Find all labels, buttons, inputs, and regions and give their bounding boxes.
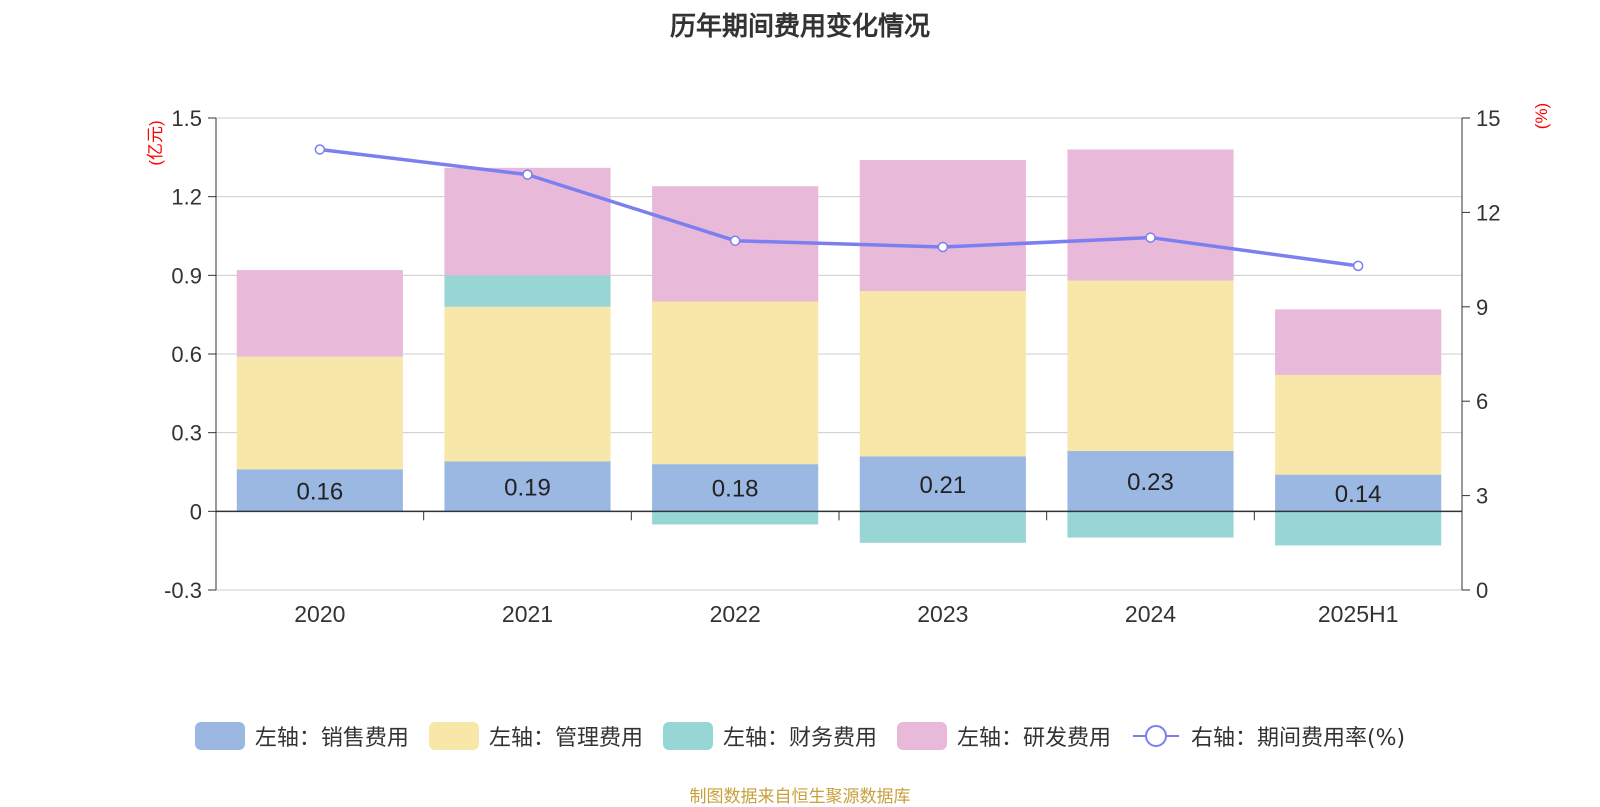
bar-segment <box>1067 451 1234 512</box>
bar-data-label: 0.14 <box>1335 481 1382 508</box>
source-note: 制图数据来自恒生聚源数据库 <box>689 787 911 807</box>
legend-label-finance: 左轴：财务费用 <box>722 726 877 751</box>
bar-segment <box>1275 474 1442 512</box>
category-label: 2022 <box>710 601 761 627</box>
bar-segment <box>444 167 611 276</box>
legend-swatch-admin <box>428 722 479 750</box>
left-axis-tick-label: 1.5 <box>171 106 202 131</box>
bar-segment <box>444 306 611 462</box>
right-axis-tick-label: 3 <box>1476 484 1488 509</box>
legend-label-sales: 左轴：销售费用 <box>254 726 409 751</box>
left-axis-tick-label: 0.3 <box>171 421 202 446</box>
bar-segment <box>1275 374 1442 475</box>
bar-segment <box>652 464 819 512</box>
category-label: 2024 <box>1125 601 1176 627</box>
rate-point <box>729 235 741 246</box>
category-label: 2025H1 <box>1318 601 1399 627</box>
right-axis-tick-label: 0 <box>1476 578 1488 603</box>
bar-segment <box>859 291 1026 457</box>
bar-segment <box>1067 280 1234 452</box>
bar-segment <box>652 511 819 525</box>
axes: -0.3 0 0.3 0.6 0.9 1.2 1.5 0 3 6 9 12 15 2020 2021 2022… <box>164 106 1500 627</box>
legend-swatch-finance <box>662 722 713 750</box>
legend-item-sales[interactable]: 左轴：销售费用 <box>194 720 409 752</box>
legend-item-rnd[interactable]: 左轴：研发费用 <box>896 720 1111 752</box>
legend: 左轴：销售费用 左轴：管理费用 左轴：财务费用 左轴：研发费用 右轴：期间费用率… <box>0 720 1600 752</box>
rate-point <box>1352 260 1364 272</box>
bar-layer <box>236 149 1442 546</box>
left-axis-tick-label: 0 <box>190 499 202 524</box>
bar-data-label: 0.19 <box>504 474 551 501</box>
chart-title: 历年期间费用变化情况 <box>669 12 930 42</box>
rate-point <box>937 241 949 253</box>
bar-segment <box>1275 511 1442 546</box>
category-label: 2023 <box>917 601 968 627</box>
legend-swatch-rnd <box>896 722 947 750</box>
bar-data-label: 0.23 <box>1127 469 1174 496</box>
category-label: 2021 <box>502 601 553 627</box>
bar-segment <box>444 275 611 307</box>
chart-plot: -0.3 0 0.3 0.6 0.9 1.2 1.5 0 3 6 9 12 15 2020 2021 2022… <box>146 103 1551 627</box>
data-label-layer: 0.16 0.19 0.18 0.21 0.23 0.14 <box>296 469 1381 508</box>
right-axis-tick-label: 9 <box>1476 295 1488 320</box>
rate-point <box>522 169 533 180</box>
left-axis-tick-label: 0.6 <box>171 342 202 367</box>
bar-segment <box>236 356 403 470</box>
left-axis-tick-label: 0.9 <box>171 263 202 288</box>
legend-label-rnd: 左轴：研发费用 <box>956 726 1111 751</box>
left-axis-tick-label: -0.3 <box>164 578 202 603</box>
legend-swatch-sales <box>194 722 245 750</box>
bar-segment <box>859 456 1026 512</box>
category-label: 2020 <box>294 601 345 627</box>
bar-segment <box>1067 511 1234 538</box>
bar-segment <box>652 301 819 465</box>
bar-segment <box>444 461 611 512</box>
legend-line-marker-icon <box>1132 725 1179 747</box>
bar-segment <box>859 511 1026 543</box>
bar-segment <box>1067 149 1234 281</box>
rate-point <box>1145 232 1156 243</box>
right-axis-tick-label: 15 <box>1476 106 1500 131</box>
right-axis-tick-label: 6 <box>1476 389 1488 414</box>
left-axis-tick-label: 1.2 <box>171 185 202 210</box>
bar-data-label: 0.16 <box>296 478 343 505</box>
legend-item-rate[interactable]: 右轴：期间费用率(%) <box>1131 720 1405 752</box>
grid-lines <box>216 117 1462 591</box>
rate-point <box>314 144 326 155</box>
legend-item-finance[interactable]: 左轴：财务费用 <box>662 720 877 752</box>
rate-line-layer <box>314 144 1364 272</box>
bar-data-label: 0.21 <box>919 472 966 499</box>
rate-line <box>319 147 1359 268</box>
left-axis-unit-label: (亿元) <box>146 120 165 165</box>
legend-label-rate: 右轴：期间费用率(%) <box>1190 726 1406 751</box>
bar-segment <box>859 159 1026 292</box>
legend-label-admin: 左轴：管理费用 <box>488 726 643 751</box>
bar-segment <box>1275 309 1442 375</box>
bar-data-label: 0.18 <box>712 476 759 503</box>
legend-item-admin[interactable]: 左轴：管理费用 <box>428 720 643 752</box>
bar-segment <box>236 270 403 357</box>
right-axis-unit-label: (%) <box>1532 103 1551 129</box>
right-axis-tick-label: 12 <box>1476 200 1500 225</box>
bar-segment <box>236 469 403 512</box>
